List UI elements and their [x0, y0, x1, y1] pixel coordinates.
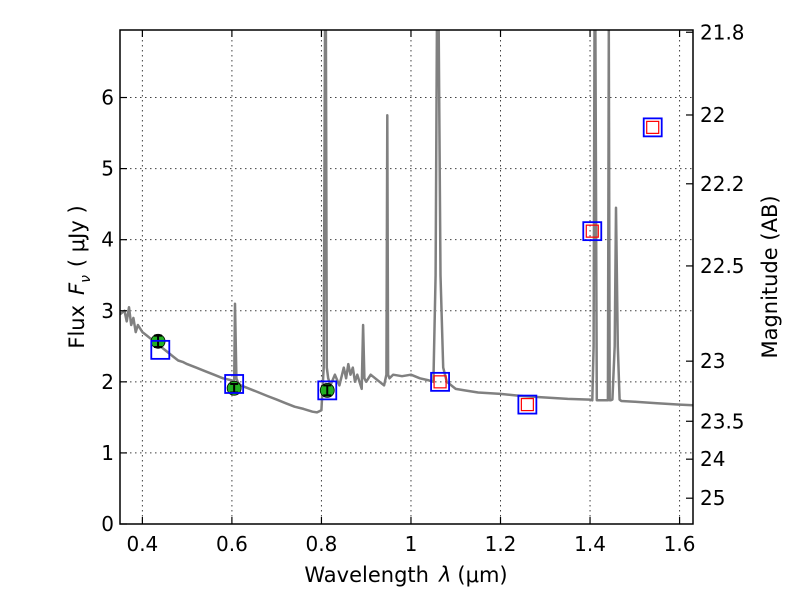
grid-lines	[120, 30, 693, 525]
model-flux-square	[517, 394, 538, 415]
y-axis-title: FluxFν( μJy )	[65, 205, 94, 348]
y2-tick-label: 23.5	[700, 409, 745, 433]
x-tick-label: 0.8	[306, 532, 338, 556]
y2-tick-label: 21.8	[700, 20, 745, 44]
plot-frame	[119, 29, 694, 525]
predicted-flux-square	[585, 224, 599, 238]
y-tick-label: 5	[101, 157, 114, 181]
model-flux-square	[150, 339, 171, 360]
y2-tick-label: 22	[700, 103, 725, 127]
y-tick-label: 1	[101, 441, 114, 465]
y-tick-label: 4	[101, 228, 114, 252]
model-flux-square	[642, 117, 663, 138]
x-tick-label: 1.6	[664, 532, 696, 556]
data-layer	[120, 30, 693, 415]
y2-tick-label: 25	[700, 486, 725, 510]
x-tick-label: 0.4	[126, 532, 158, 556]
x-tick-label: 1	[405, 532, 418, 556]
y2-tick-label: 23	[700, 349, 725, 373]
model-flux-square	[582, 221, 603, 242]
y2-axis-title: Magnitude (AB)	[758, 195, 782, 358]
y-tick-label: 6	[101, 86, 114, 110]
y-tick-label: 0	[101, 512, 114, 536]
model-flux-square	[224, 374, 245, 394]
y2-tick-label: 22.5	[700, 254, 745, 278]
x-tick-label: 0.6	[216, 532, 248, 556]
y2-tick-label: 22.2	[700, 172, 745, 196]
y-tick-label: 2	[101, 370, 114, 394]
y2-tick-label: 24	[700, 447, 725, 471]
x-axis-title: Wavelength λ (μm)	[304, 563, 507, 587]
x-tick-label: 1.2	[485, 532, 517, 556]
model-flux-square	[317, 380, 338, 401]
predicted-flux-square	[520, 397, 534, 412]
x-tick-label: 1.4	[574, 532, 606, 556]
predicted-flux-square	[433, 375, 447, 389]
model-flux-square	[430, 371, 450, 392]
y-tick-label: 3	[101, 299, 114, 323]
model-spectrum-line	[120, 30, 693, 414]
tick-layer: 0.4 0.6 0.8 1 1.2 1.4 1.6012345621.82222.222.5…	[101, 20, 744, 556]
predicted-flux-square	[646, 120, 660, 134]
